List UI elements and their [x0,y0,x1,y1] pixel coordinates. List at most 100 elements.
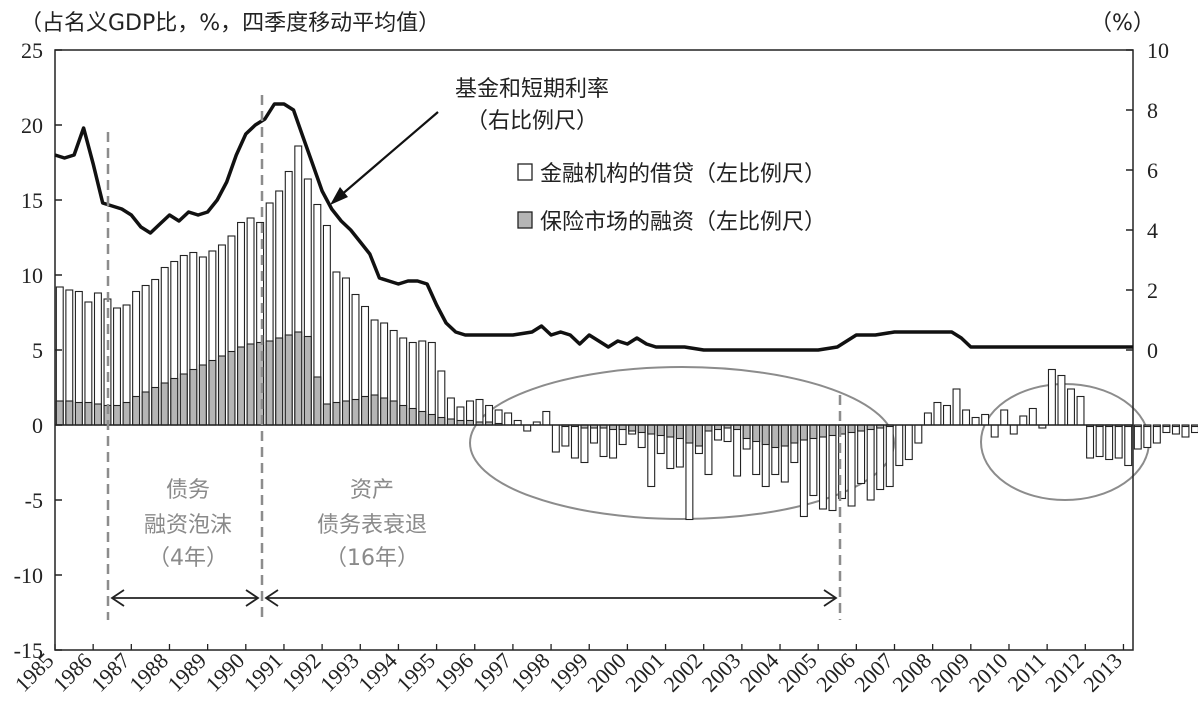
left-tick-label: 20 [21,113,43,138]
x-tick-label: 1997 [468,648,517,697]
bar-lending [952,388,961,426]
bar-insurance [666,424,675,438]
bar-lending [1028,407,1037,426]
recession-period-arrow [264,589,838,607]
x-tick-label: 1990 [201,648,250,697]
bars-insurance-market-financing [55,331,1198,449]
bar-insurance [246,343,255,426]
x-tick-label: 1992 [277,648,326,697]
bar-lending [1124,424,1133,467]
bar-lending [1086,424,1095,459]
bar-lending [914,424,923,444]
bar-insurance [799,424,808,441]
left-axis: 25 20 15 10 5 0 -5 -10 -15 [14,38,62,663]
bar-insurance [265,340,274,426]
bar-lending [1000,409,1009,426]
recession-annotation-line-2: 债务表衰退 [317,513,427,538]
bar-insurance [361,395,370,426]
x-tick-label: 1998 [506,648,555,697]
bar-insurance [74,401,83,426]
left-tick-label: 15 [21,188,43,213]
bar-insurance [113,404,121,426]
bar-insurance [65,400,74,426]
right-axis: 10 8 6 4 2 0 [1126,38,1169,363]
x-tick-label: 1994 [353,648,402,697]
bar-lending [322,224,331,426]
right-tick-label: 2 [1147,278,1158,303]
bar-insurance [1152,424,1161,428]
bar-lending [475,398,484,426]
bubble-annotation-line-1: 债务 [166,478,210,503]
bar-insurance [179,373,188,426]
bar-insurance [1162,424,1171,428]
bar-lending [551,424,560,453]
left-tick-label: 25 [21,38,43,63]
bar-lending [847,424,856,507]
legend-swatch-insurance [517,211,533,229]
bar-insurance [284,334,293,426]
bar-insurance [427,413,436,426]
x-tick-label: 2007 [849,648,898,697]
bar-lending [1009,424,1018,435]
bar-lending [981,413,990,426]
bubble-period-arrow [110,589,260,607]
bar-lending [542,410,551,426]
bar-lending [828,424,837,512]
right-tick-label: 4 [1147,218,1158,243]
bar-insurance [370,394,379,426]
bar-insurance [656,424,665,437]
bar-lending [580,424,589,464]
bar-insurance [637,424,646,434]
bar-lending [1105,424,1114,461]
bars-financial-institution-lending [55,145,1198,521]
bar-insurance [198,364,207,426]
bar-insurance [761,424,770,446]
x-tick-label: 1996 [429,648,478,697]
bar-lending [437,370,446,426]
bar-insurance [418,410,427,426]
x-tick-label: 2008 [887,648,936,697]
bar-insurance [380,397,389,426]
right-tick-label: 10 [1147,38,1169,63]
bar-lending [1047,368,1056,426]
bar-lending [904,424,913,461]
bar-insurance [351,398,360,426]
bar-lending [866,424,875,501]
left-tick-label: -5 [25,488,43,513]
bar-insurance [217,355,226,426]
bar-insurance [1143,424,1152,428]
bar-lending [857,424,866,485]
bar-insurance [303,335,312,426]
left-tick-label: -10 [14,563,43,588]
bar-lending [990,424,999,438]
rate-line-label-arrow [330,111,439,205]
bar-lending [1143,424,1152,449]
bar-lending [876,424,885,491]
right-tick-label: 0 [1147,338,1158,363]
bar-insurance [55,400,64,426]
bar-insurance [389,400,398,426]
bar-insurance [341,400,350,426]
x-tick-label: 2006 [811,648,860,697]
bar-insurance [132,395,141,426]
bar-insurance [313,376,322,426]
x-tick-label: 1988 [124,648,173,697]
x-tick-label: 1995 [391,648,440,697]
highlight-ellipse-1997-2005 [469,366,895,520]
bar-lending [427,341,436,426]
bar-insurance [1181,424,1190,428]
x-tick-label: 2011 [1002,648,1050,696]
bar-insurance [704,424,713,432]
bar-insurance [151,386,160,426]
rate-line [54,102,1133,352]
left-axis-caption: （占名义GDP比，%，四季度移动平均值） [20,11,440,36]
bar-lending [1133,424,1142,450]
bar-insurance [275,337,284,426]
bar-insurance [237,346,246,426]
left-tick-label: 0 [32,413,43,438]
x-tick-label: 2002 [658,648,707,697]
right-tick-label: 8 [1147,98,1158,123]
bar-lending [933,401,942,426]
bar-insurance [809,424,818,440]
